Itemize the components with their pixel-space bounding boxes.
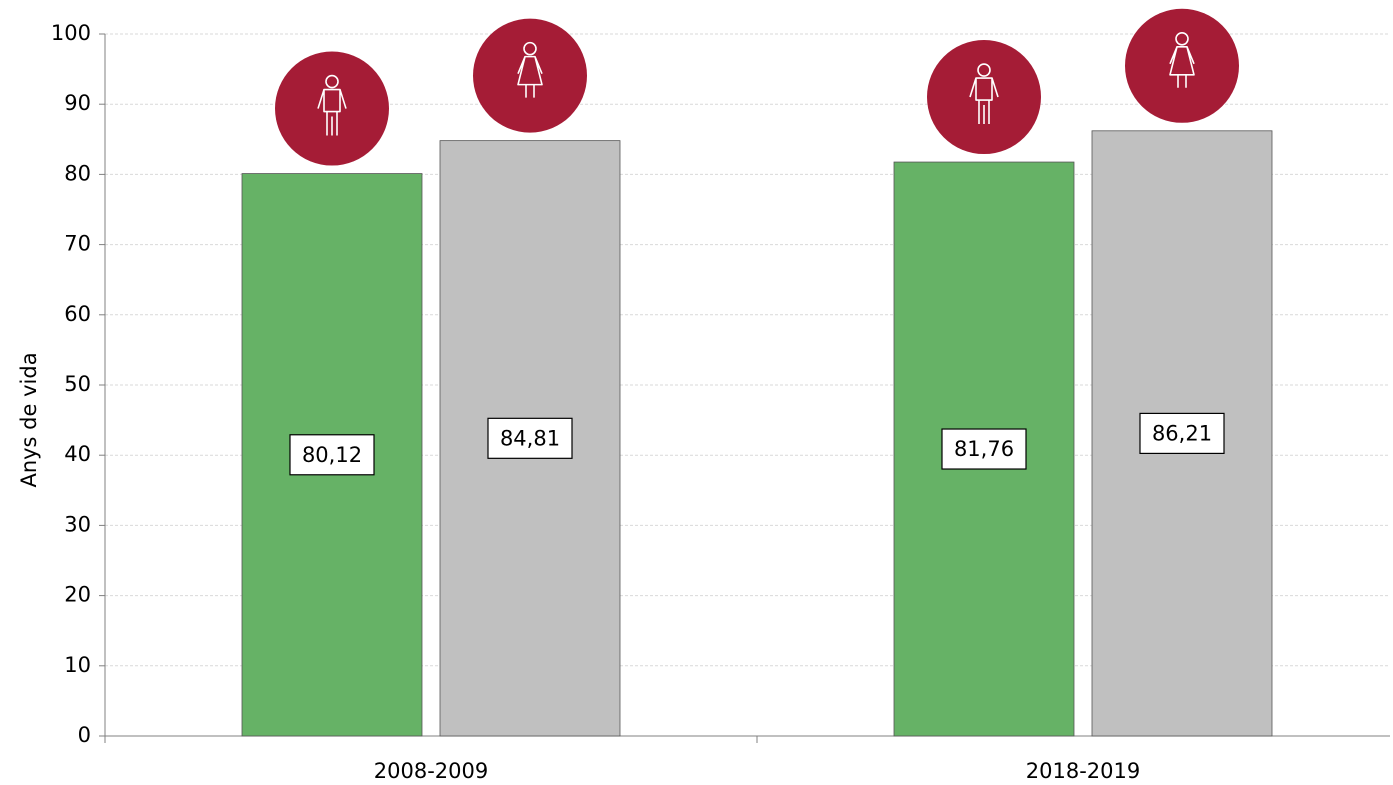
man-icon [927,40,1041,155]
value-label-box [289,434,375,476]
icon-circle [1125,8,1239,123]
y-tick-label: 100 [51,21,91,45]
icon-head [1175,32,1189,46]
icon-body [1169,46,1195,88]
x-tick-label: 2018-2019 [1026,759,1140,783]
value-label-box [1139,412,1225,455]
value-label: 80,12 [302,443,362,467]
y-tick-label: 30 [64,512,91,536]
value-label: 84,81 [500,426,560,450]
icon-body [517,55,543,98]
y-tick-label: 40 [64,442,91,466]
y-axis-label: Anys de vida [17,352,41,487]
y-tick-label: 0 [78,723,91,747]
value-label-box [487,417,573,459]
icon-head [977,63,991,77]
woman-icon [473,18,587,133]
y-tick-label: 20 [64,583,91,607]
y-tick-label: 10 [64,653,91,677]
value-label: 81,76 [954,437,1014,461]
woman-icon [1125,8,1239,123]
y-tick-label: 90 [64,91,91,115]
x-tick-label: 2008-2009 [374,759,488,783]
y-tick-label: 50 [64,372,91,396]
y-tick-label: 60 [64,302,91,326]
icon-circle [275,51,389,166]
icon-body [317,88,347,136]
value-label-box [941,428,1027,470]
icon-head [325,74,339,89]
icon-head [523,41,537,56]
value-label: 86,21 [1152,421,1212,445]
icon-body [969,77,999,125]
y-tick-label: 80 [64,161,91,185]
man-icon [275,51,389,166]
icon-circle [927,40,1041,155]
y-tick-label: 70 [64,232,91,256]
icon-circle [473,18,587,133]
